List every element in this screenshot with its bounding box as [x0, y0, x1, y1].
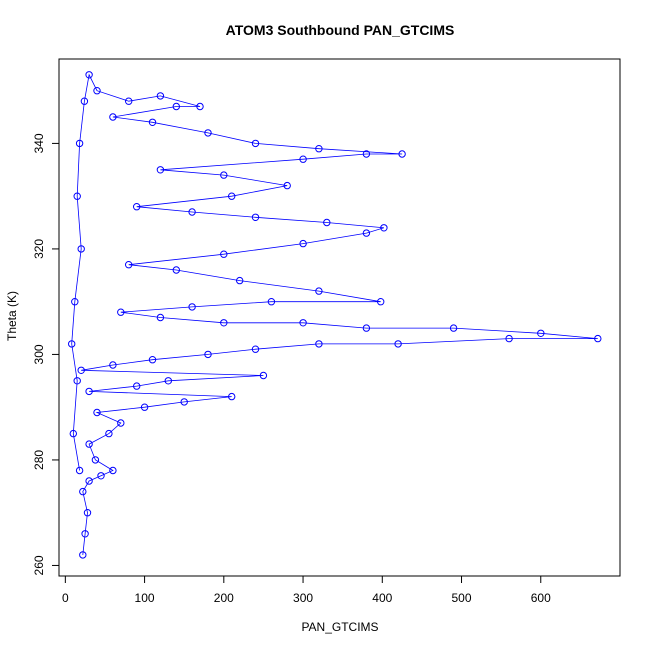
data-point — [85, 71, 93, 79]
data-point — [394, 340, 402, 348]
data-point — [77, 245, 85, 253]
data-point — [449, 324, 458, 332]
data-point — [125, 261, 133, 269]
data-point — [117, 308, 125, 316]
data-point — [537, 329, 545, 337]
x-tick-label: 400 — [372, 591, 392, 605]
x-tick-label: 0 — [62, 591, 69, 605]
data-point — [259, 371, 268, 380]
data-point — [299, 155, 307, 163]
x-tick-label: 500 — [452, 591, 472, 605]
data-point — [228, 392, 236, 401]
data-point — [377, 298, 385, 306]
data-point — [156, 92, 165, 100]
data-point — [283, 181, 291, 190]
y-axis: 260 280 300 320 340 — [32, 133, 60, 575]
data-point — [362, 150, 371, 158]
data-point — [180, 398, 188, 406]
data-point — [267, 298, 276, 306]
data-point — [196, 102, 204, 111]
data-point — [79, 551, 87, 559]
data-point — [109, 361, 117, 369]
data-point — [156, 166, 165, 174]
data-point — [315, 340, 323, 348]
data-point — [204, 350, 212, 359]
data-point — [299, 239, 307, 248]
x-tick-label: 100 — [135, 591, 155, 605]
data-point — [236, 276, 244, 285]
data-point — [148, 118, 157, 127]
data-point — [71, 298, 79, 306]
data-point — [323, 218, 331, 227]
y-axis-label: Theta (K) — [5, 291, 19, 341]
data-point — [204, 129, 212, 137]
data-point — [109, 466, 117, 475]
data-point — [315, 145, 323, 153]
data-point — [172, 102, 181, 111]
series-line — [71, 73, 598, 555]
data-point — [81, 530, 89, 538]
data-point — [251, 345, 260, 353]
y-tick-label: 260 — [32, 555, 46, 575]
data-point — [172, 266, 181, 274]
data-point — [91, 456, 100, 464]
data-point — [93, 87, 101, 95]
data-point — [77, 366, 85, 374]
data-point — [69, 429, 78, 438]
data-point — [220, 171, 228, 179]
data-point — [164, 377, 173, 385]
data-point — [68, 340, 76, 348]
data-point — [228, 192, 236, 200]
data-point — [188, 208, 196, 216]
data-point — [85, 387, 93, 396]
data-point — [315, 287, 323, 295]
data-point — [73, 192, 81, 200]
x-axis: 0 100 200 300 400 500 600 — [62, 575, 551, 605]
data-point — [80, 97, 89, 105]
y-tick-label: 300 — [32, 344, 46, 364]
data-point — [251, 213, 260, 222]
data-point — [105, 429, 113, 438]
data-point — [299, 319, 307, 327]
x-tick-label: 200 — [214, 591, 234, 605]
data-point — [97, 472, 105, 480]
data-point — [93, 408, 101, 417]
data-point — [73, 377, 81, 385]
data-point — [133, 382, 141, 390]
data-point — [125, 97, 133, 105]
data-point — [133, 203, 141, 211]
data-point — [156, 313, 165, 322]
data-point — [251, 139, 260, 148]
data-point — [79, 487, 87, 496]
y-tick-label: 320 — [32, 239, 46, 259]
data-point — [83, 509, 92, 517]
y-tick-label: 280 — [32, 450, 46, 470]
chart-title: ATOM3 Southbound PAN_GTCIMS — [226, 22, 455, 38]
data-point — [148, 356, 157, 364]
data-point — [117, 419, 125, 427]
x-axis-label: PAN_GTCIMS — [301, 620, 378, 634]
data-point — [75, 466, 84, 475]
data-point — [380, 224, 388, 232]
data-point — [85, 440, 93, 448]
data-point — [188, 303, 196, 311]
x-tick-label: 600 — [531, 591, 551, 605]
data-point — [362, 229, 371, 237]
data-point — [85, 477, 93, 485]
data-point — [362, 324, 371, 332]
data-point — [398, 150, 406, 158]
data-layer — [68, 71, 602, 559]
data-point — [220, 250, 228, 258]
data-point — [109, 113, 117, 121]
x-tick-label: 300 — [293, 591, 313, 605]
data-point — [140, 403, 149, 411]
data-point — [220, 319, 228, 327]
y-tick-label: 340 — [32, 133, 46, 153]
data-point — [594, 334, 602, 343]
data-point — [75, 139, 84, 148]
data-point — [505, 334, 513, 343]
